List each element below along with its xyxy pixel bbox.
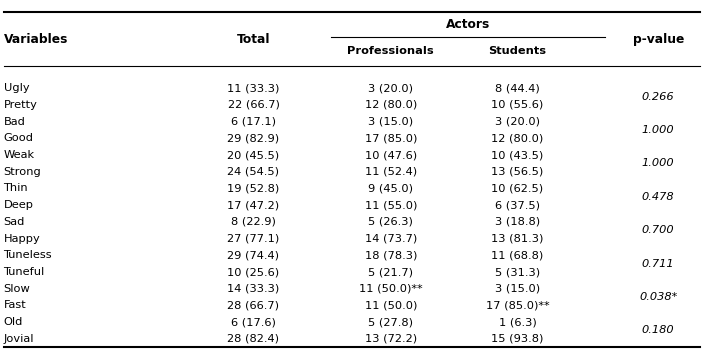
Text: Sad: Sad: [4, 217, 25, 227]
Text: 3 (20.0): 3 (20.0): [495, 117, 540, 127]
Text: p-value: p-value: [633, 33, 684, 45]
Text: 13 (56.5): 13 (56.5): [491, 167, 543, 177]
Text: Ugly: Ugly: [4, 83, 29, 93]
Text: 27 (77.1): 27 (77.1): [227, 234, 279, 244]
Text: 11 (52.4): 11 (52.4): [365, 167, 417, 177]
Text: 10 (55.6): 10 (55.6): [491, 100, 543, 110]
Text: 5 (21.7): 5 (21.7): [368, 267, 413, 277]
Text: 24 (54.5): 24 (54.5): [227, 167, 279, 177]
Text: 14 (33.3): 14 (33.3): [227, 284, 279, 294]
Text: Students: Students: [489, 47, 546, 56]
Text: 0.038*: 0.038*: [639, 292, 677, 302]
Text: 11 (55.0): 11 (55.0): [365, 200, 417, 210]
Text: 9 (45.0): 9 (45.0): [368, 184, 413, 193]
Text: 11 (68.8): 11 (68.8): [491, 250, 543, 260]
Text: 0.478: 0.478: [642, 192, 674, 202]
Text: 13 (81.3): 13 (81.3): [491, 234, 543, 244]
Text: 29 (74.4): 29 (74.4): [227, 250, 279, 260]
Text: 10 (62.5): 10 (62.5): [491, 184, 543, 193]
Text: 6 (17.1): 6 (17.1): [231, 117, 276, 127]
Text: 0.711: 0.711: [642, 259, 674, 269]
Text: 11 (33.3): 11 (33.3): [227, 83, 279, 93]
Text: Slow: Slow: [4, 284, 30, 294]
Text: 0.266: 0.266: [642, 92, 674, 102]
Text: Old: Old: [4, 317, 23, 327]
Text: 22 (66.7): 22 (66.7): [227, 100, 279, 110]
Text: Happy: Happy: [4, 234, 40, 244]
Text: Fast: Fast: [4, 300, 26, 310]
Text: 3 (18.8): 3 (18.8): [495, 217, 540, 227]
Text: 6 (37.5): 6 (37.5): [495, 200, 540, 210]
Text: 8 (22.9): 8 (22.9): [231, 217, 276, 227]
Text: 19 (52.8): 19 (52.8): [227, 184, 279, 193]
Text: 18 (78.3): 18 (78.3): [365, 250, 417, 260]
Text: 12 (80.0): 12 (80.0): [491, 133, 543, 143]
Text: 3 (15.0): 3 (15.0): [368, 117, 413, 127]
Text: 0.180: 0.180: [642, 326, 674, 335]
Text: 13 (72.2): 13 (72.2): [365, 334, 417, 344]
Text: 0.700: 0.700: [642, 225, 674, 235]
Text: 6 (17.6): 6 (17.6): [231, 317, 276, 327]
Text: 12 (80.0): 12 (80.0): [365, 100, 417, 110]
Text: 5 (31.3): 5 (31.3): [495, 267, 540, 277]
Text: 10 (43.5): 10 (43.5): [491, 150, 543, 160]
Text: Deep: Deep: [4, 200, 34, 210]
Text: 8 (44.4): 8 (44.4): [495, 83, 540, 93]
Text: 17 (85.0): 17 (85.0): [365, 133, 417, 143]
Text: 3 (15.0): 3 (15.0): [495, 284, 540, 294]
Text: Pretty: Pretty: [4, 100, 37, 110]
Text: 5 (27.8): 5 (27.8): [368, 317, 413, 327]
Text: Strong: Strong: [4, 167, 42, 177]
Text: 15 (93.8): 15 (93.8): [491, 334, 543, 344]
Text: Total: Total: [237, 33, 270, 45]
Text: 1.000: 1.000: [642, 125, 674, 135]
Text: 1.000: 1.000: [642, 158, 674, 168]
Text: Thin: Thin: [4, 184, 28, 193]
Text: 28 (82.4): 28 (82.4): [227, 334, 279, 344]
Text: Variables: Variables: [4, 33, 68, 45]
Text: 11 (50.0): 11 (50.0): [365, 300, 417, 310]
Text: 1 (6.3): 1 (6.3): [498, 317, 536, 327]
Text: 3 (20.0): 3 (20.0): [368, 83, 413, 93]
Text: 10 (47.6): 10 (47.6): [365, 150, 417, 160]
Text: 11 (50.0)**: 11 (50.0)**: [359, 284, 422, 294]
Text: 29 (82.9): 29 (82.9): [227, 133, 279, 143]
Text: Tuneful: Tuneful: [4, 267, 45, 277]
Text: Good: Good: [4, 133, 34, 143]
Text: 10 (25.6): 10 (25.6): [227, 267, 279, 277]
Text: 20 (45.5): 20 (45.5): [227, 150, 279, 160]
Text: Tuneless: Tuneless: [4, 250, 52, 260]
Text: 17 (85.0)**: 17 (85.0)**: [486, 300, 549, 310]
Text: Professionals: Professionals: [347, 47, 434, 56]
Text: 14 (73.7): 14 (73.7): [365, 234, 417, 244]
Text: 28 (66.7): 28 (66.7): [227, 300, 279, 310]
Text: 17 (47.2): 17 (47.2): [227, 200, 279, 210]
Text: Actors: Actors: [446, 18, 490, 31]
Text: Weak: Weak: [4, 150, 34, 160]
Text: 5 (26.3): 5 (26.3): [368, 217, 413, 227]
Text: Bad: Bad: [4, 117, 25, 127]
Text: Jovial: Jovial: [4, 334, 34, 344]
